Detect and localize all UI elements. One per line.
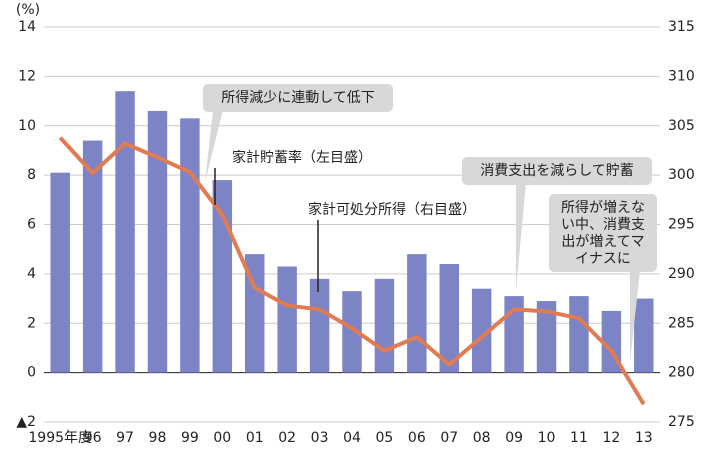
bar	[50, 172, 70, 373]
bar	[147, 110, 168, 373]
bar	[180, 118, 200, 373]
callout-text: 消費支出を減らして貯蓄	[480, 162, 634, 179]
y-tick-label: 2	[27, 315, 36, 331]
y2-tick-label: 310	[668, 68, 695, 84]
callout-text: 所得が増えな	[561, 199, 645, 216]
x-tick-label: 06	[408, 430, 426, 446]
y-tick-label: 10	[18, 118, 36, 134]
y-tick-label: 12	[18, 68, 36, 84]
y-tick-label: ▲2	[16, 414, 36, 430]
y2-tick-label: 290	[668, 266, 695, 282]
x-tick-label: 08	[473, 430, 491, 446]
bar	[115, 91, 135, 373]
series-label: 家計貯蓄率（左目盛）	[232, 149, 372, 166]
y-tick-label: 0	[27, 365, 36, 381]
x-tick-label: 10	[538, 430, 556, 446]
x-tick-label: 97	[116, 430, 134, 446]
y-tick-label: 4	[27, 266, 36, 282]
bar	[471, 288, 492, 373]
bar	[439, 264, 459, 373]
y2-tick-label: 285	[668, 315, 695, 331]
x-tick-label: 1995年度	[28, 430, 92, 446]
callout-box	[462, 157, 652, 185]
bar	[277, 266, 297, 373]
x-tick-label: 05	[376, 430, 394, 446]
y-tick-label: 14	[18, 19, 36, 35]
callout-text: イナスに	[575, 251, 631, 267]
y-tick-label: 8	[27, 167, 36, 183]
bar	[536, 301, 557, 373]
y2-tick-label: 275	[668, 414, 695, 430]
bar	[374, 278, 395, 373]
x-tick-label: 02	[278, 430, 296, 446]
callout-text: 所得減少に連動して低下	[221, 89, 375, 106]
callout-box	[203, 84, 393, 112]
bar	[407, 254, 427, 373]
y2-tick-label: 280	[668, 365, 695, 381]
y2-tick-label: 300	[668, 167, 695, 183]
unit-label: (%)	[16, 2, 40, 18]
x-tick-label: 09	[505, 430, 523, 446]
callout-pointer	[630, 270, 640, 362]
line	[58, 136, 646, 406]
x-tick-label: 03	[311, 430, 329, 446]
bar	[245, 254, 265, 373]
bar	[569, 296, 589, 373]
y-tick-label: 6	[27, 217, 36, 233]
callout-box	[549, 194, 657, 272]
x-tick-label: 12	[602, 430, 620, 446]
y2-tick-label: 295	[668, 217, 695, 233]
y2-tick-label: 315	[668, 19, 695, 35]
x-tick-label: 07	[440, 430, 458, 446]
callout-text: 出が増えてマ	[561, 234, 644, 250]
series-label: 家計可処分所得（右目盛）	[308, 201, 476, 218]
bar	[634, 298, 654, 373]
x-tick-label: 13	[635, 430, 653, 446]
bar	[309, 278, 330, 373]
y2-tick-label: 305	[668, 118, 695, 134]
x-tick-label: 01	[246, 430, 264, 446]
x-tick-label: 99	[181, 430, 199, 446]
x-tick-label: 04	[343, 430, 361, 446]
callout-text: い中、消費支	[561, 217, 645, 233]
callout-pointer	[205, 110, 223, 182]
x-tick-label: 11	[570, 430, 588, 446]
bar	[82, 140, 103, 373]
bar	[342, 291, 362, 373]
callout-pointer	[516, 183, 526, 290]
x-tick-label: 00	[213, 430, 231, 446]
x-tick-label: 98	[149, 430, 167, 446]
x-tick-label: 96	[84, 430, 102, 446]
